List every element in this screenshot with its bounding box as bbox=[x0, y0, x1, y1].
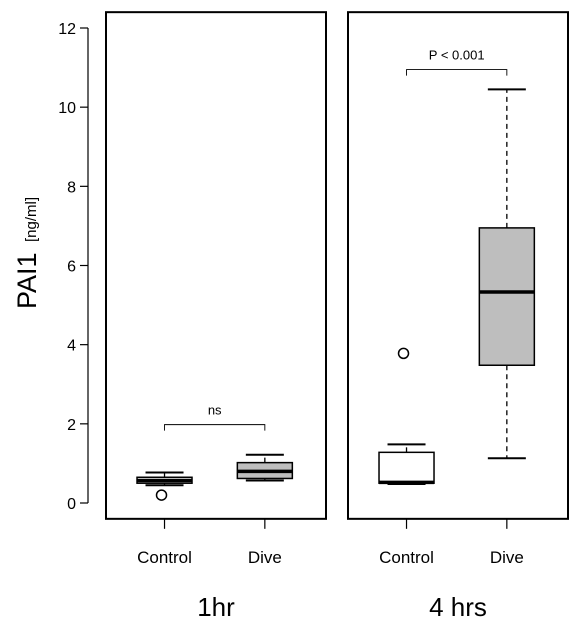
outlier-point bbox=[155, 489, 168, 501]
chart-panels: Control Dive 1hr ns Control Dive 4 hrs P < 0.00… bbox=[105, 11, 569, 617]
y-tick-label: 4 bbox=[67, 338, 76, 355]
y-axis-label-main: PAI1 bbox=[12, 252, 42, 309]
y-tick-label: 12 bbox=[58, 21, 76, 38]
significance-label: P < 0.001 bbox=[429, 48, 485, 63]
panel-frame bbox=[347, 11, 569, 520]
outlier-point bbox=[397, 347, 410, 360]
x-tick-label: Dive bbox=[490, 548, 524, 567]
box-control bbox=[378, 347, 435, 485]
y-tick-label: 10 bbox=[58, 100, 76, 117]
panel-1: Control Dive 1hr ns bbox=[105, 11, 327, 617]
x-tick-label: Dive bbox=[248, 548, 282, 567]
bracket-line bbox=[406, 69, 508, 76]
significance-label: ns bbox=[208, 403, 222, 418]
panel-2: Control Dive 4 hrs P < 0.001 bbox=[347, 11, 569, 617]
box-dive bbox=[478, 88, 536, 460]
y-axis: 0 2 4 6 8 10 12 bbox=[58, 21, 89, 513]
x-tick-label: Control bbox=[379, 548, 434, 567]
y-axis-label-unit: [ng/ml] bbox=[23, 197, 40, 242]
panel-label: 4 hrs bbox=[429, 592, 487, 617]
panel-label: 1hr bbox=[197, 592, 235, 617]
box-control bbox=[136, 471, 193, 501]
y-tick-label: 0 bbox=[67, 496, 76, 513]
y-tick-label: 2 bbox=[67, 417, 76, 434]
significance-bracket: ns bbox=[164, 403, 266, 431]
bracket-line bbox=[164, 424, 266, 431]
panel-frame bbox=[105, 11, 327, 520]
x-tick-label: Control bbox=[137, 548, 192, 567]
y-axis-label: PAI1 [ng/ml] bbox=[12, 197, 42, 309]
y-tick-label: 6 bbox=[67, 259, 76, 276]
box-dive bbox=[236, 453, 294, 482]
box-iqr bbox=[378, 451, 435, 484]
box-iqr bbox=[478, 227, 536, 366]
y-tick-label: 8 bbox=[67, 179, 76, 196]
significance-bracket: P < 0.001 bbox=[406, 48, 508, 76]
